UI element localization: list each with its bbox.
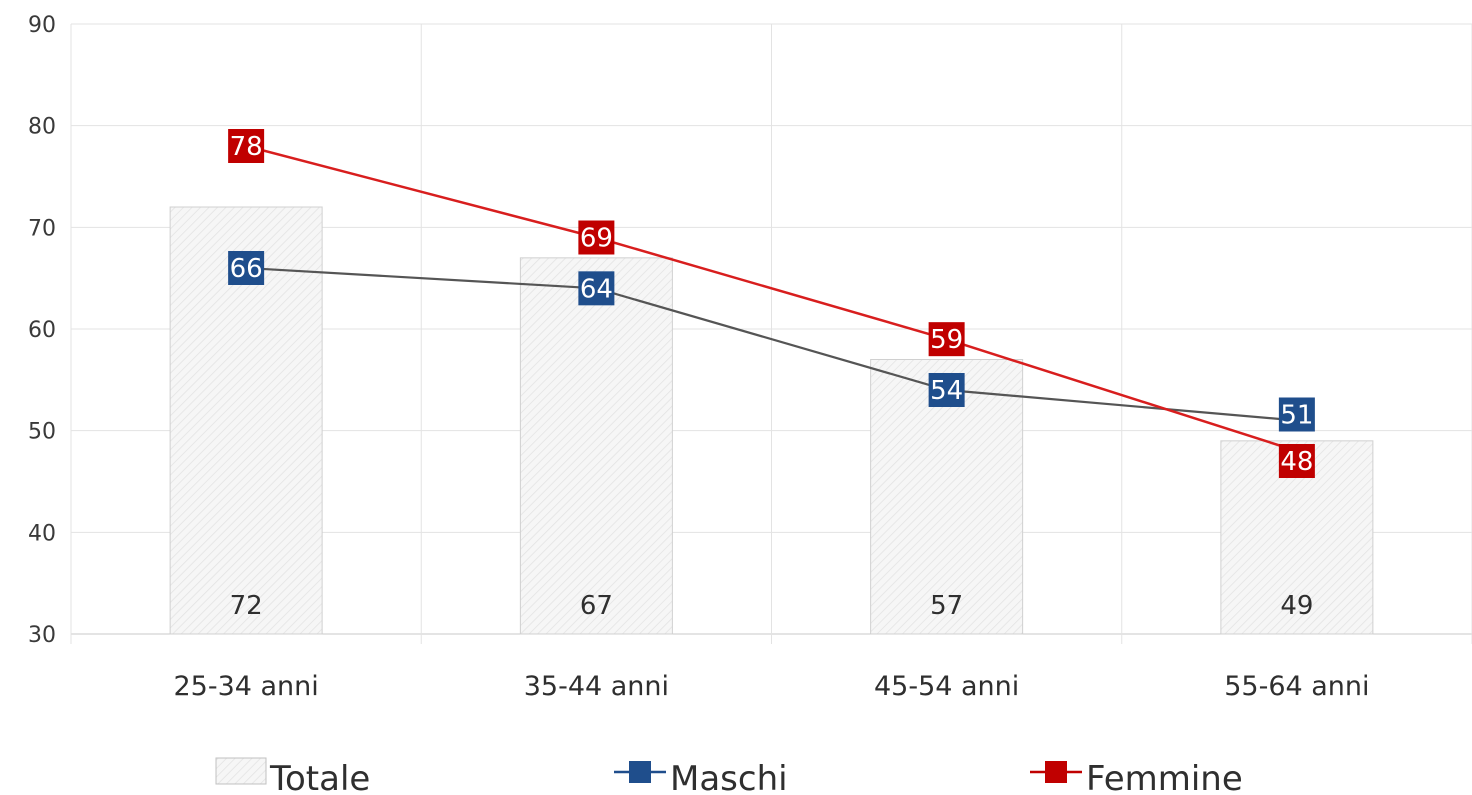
marker-maschi-45-54-anni bbox=[928, 373, 965, 407]
bar-35-44-anni bbox=[519, 257, 673, 635]
point-label-maschi-35-44-anni: 64 bbox=[580, 274, 613, 304]
point-label-maschi-45-54-anni: 54 bbox=[930, 376, 963, 406]
point-label-femmine-45-54-anni: 59 bbox=[930, 325, 963, 355]
legend: Totale Maschi Femmine bbox=[215, 757, 1243, 795]
point-label-maschi-55-64-anni: 51 bbox=[1280, 401, 1313, 431]
line-femmine bbox=[245, 144, 1298, 453]
point-label-femmine-55-64-anni: 48 bbox=[1280, 447, 1313, 477]
line-maschi bbox=[246, 266, 1297, 422]
x-tick-55-64-anni: 55-64 anni bbox=[1224, 671, 1369, 702]
x-tick-45-54-anni: 45-54 anni bbox=[874, 671, 1019, 702]
y-tick-70: 70 bbox=[28, 216, 56, 241]
bar-label-45-54-anni: 57 bbox=[930, 591, 963, 621]
y-tick-90: 90 bbox=[28, 13, 56, 38]
x-tick-25-34-anni: 25-34 anni bbox=[173, 671, 318, 702]
legend-marker-maschi bbox=[629, 761, 651, 783]
x-tick-35-44-anni: 35-44 anni bbox=[524, 671, 669, 702]
lines bbox=[228, 129, 1315, 478]
labels: 25-34 anni 35-44 anni 45-54 anni 55-64 anni… bbox=[173, 132, 1369, 702]
marker-maschi-35-44-anni bbox=[578, 271, 615, 306]
legend-label-maschi: Maschi bbox=[670, 759, 788, 795]
point-label-maschi-25-34-anni: 66 bbox=[230, 254, 263, 284]
marker-femmine-55-64-anni bbox=[1278, 444, 1315, 478]
y-tick-30: 30 bbox=[28, 623, 56, 648]
y-tick-50: 50 bbox=[28, 420, 56, 445]
bar-label-35-44-anni: 67 bbox=[580, 591, 613, 621]
marker-maschi-55-64-anni bbox=[1278, 397, 1315, 432]
y-tick-40: 40 bbox=[28, 521, 56, 546]
bar-label-55-64-anni: 49 bbox=[1280, 591, 1313, 621]
marker-femmine-25-34-anni bbox=[228, 129, 265, 163]
legend-marker-femmine bbox=[1045, 761, 1067, 783]
legend-swatch-totale bbox=[215, 757, 267, 785]
legend-label-totale: Totale bbox=[269, 759, 370, 795]
grid: 30 40 50 60 70 80 90 bbox=[28, 13, 1472, 648]
marker-femmine-45-54-anni bbox=[928, 322, 965, 357]
legend-label-femmine: Femmine bbox=[1086, 759, 1243, 795]
bar-label-25-34-anni: 72 bbox=[230, 591, 263, 621]
y-tick-80: 80 bbox=[28, 115, 56, 140]
y-tick-60: 60 bbox=[28, 318, 56, 343]
bars bbox=[169, 206, 1374, 635]
marker-femmine-35-44-anni bbox=[578, 220, 615, 255]
point-label-femmine-35-44-anni: 69 bbox=[580, 224, 613, 254]
marker-maschi-25-34-anni bbox=[228, 251, 265, 285]
point-label-femmine-25-34-anni: 78 bbox=[230, 132, 263, 162]
